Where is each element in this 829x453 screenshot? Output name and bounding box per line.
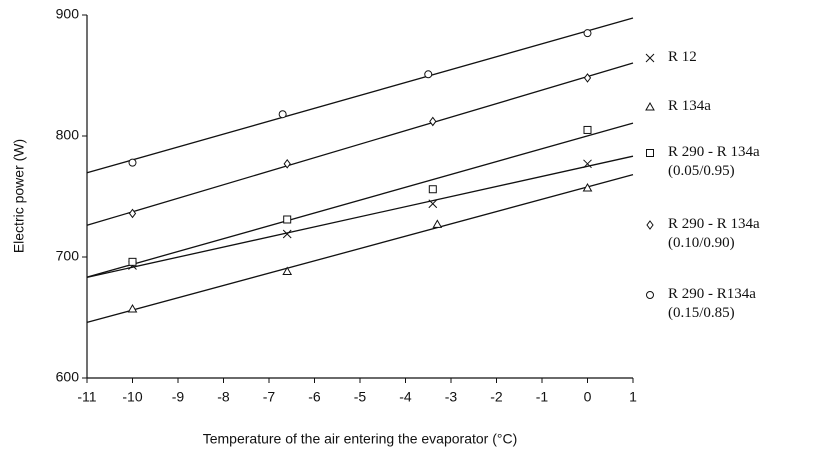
y-tick-label: 600 xyxy=(56,369,80,385)
marker xyxy=(432,219,443,228)
marker xyxy=(646,220,654,230)
x-tick-label: -11 xyxy=(77,389,96,405)
x-tick-label: -10 xyxy=(122,389,142,405)
trend-line xyxy=(86,62,634,226)
marker xyxy=(283,158,291,169)
marker xyxy=(428,199,438,209)
marker xyxy=(645,101,655,111)
x-tick-label: -4 xyxy=(399,389,412,405)
legend-label: R 290 - R 134a (0.05/0.95) xyxy=(668,144,760,179)
marker xyxy=(283,215,292,224)
y-tick-label: 800 xyxy=(56,127,80,143)
series xyxy=(86,122,634,278)
marker xyxy=(128,257,137,266)
y-tick-label: 700 xyxy=(56,248,80,264)
trend-line xyxy=(86,155,634,278)
marker xyxy=(127,304,138,313)
legend-label: R 12 xyxy=(668,49,697,65)
legend-label: R 290 - R134a (0.15/0.85) xyxy=(668,286,756,321)
marker xyxy=(582,183,593,192)
x-tick-label: -3 xyxy=(445,389,458,405)
x-tick-label: -6 xyxy=(308,389,321,405)
x-tick-label: -9 xyxy=(172,389,185,405)
marker xyxy=(278,110,287,119)
x-tick-label: -1 xyxy=(536,389,549,405)
x-tick-label: -7 xyxy=(263,389,276,405)
legend-label: R 134a xyxy=(668,98,711,114)
x-tick-label: -5 xyxy=(354,389,367,405)
legend-label: R 290 - R 134a (0.10/0.90) xyxy=(668,216,760,251)
trend-line xyxy=(86,174,634,324)
x-tick-label: 0 xyxy=(584,389,592,405)
marker xyxy=(583,73,592,83)
marker xyxy=(583,159,592,169)
marker xyxy=(646,291,654,299)
marker xyxy=(646,149,654,157)
marker xyxy=(428,185,437,194)
series xyxy=(86,62,634,226)
series xyxy=(86,174,634,324)
x-tick-label: -8 xyxy=(217,389,230,405)
marker xyxy=(128,208,137,219)
y-tick-label: 900 xyxy=(56,6,80,22)
marker xyxy=(645,53,655,63)
marker xyxy=(424,70,433,79)
marker xyxy=(282,266,293,276)
series xyxy=(86,155,634,278)
trend-line xyxy=(86,122,634,278)
x-tick-label: -2 xyxy=(490,389,503,405)
marker xyxy=(282,229,292,239)
marker xyxy=(429,116,437,127)
marker xyxy=(583,29,592,38)
marker xyxy=(583,125,592,134)
marker xyxy=(128,158,137,167)
trend-line xyxy=(86,17,634,174)
x-tick-label: 1 xyxy=(629,389,637,405)
y-axis-label: Electric power (W) xyxy=(11,139,27,253)
x-axis-label: Temperature of the air entering the evap… xyxy=(203,431,518,447)
series xyxy=(86,17,634,174)
